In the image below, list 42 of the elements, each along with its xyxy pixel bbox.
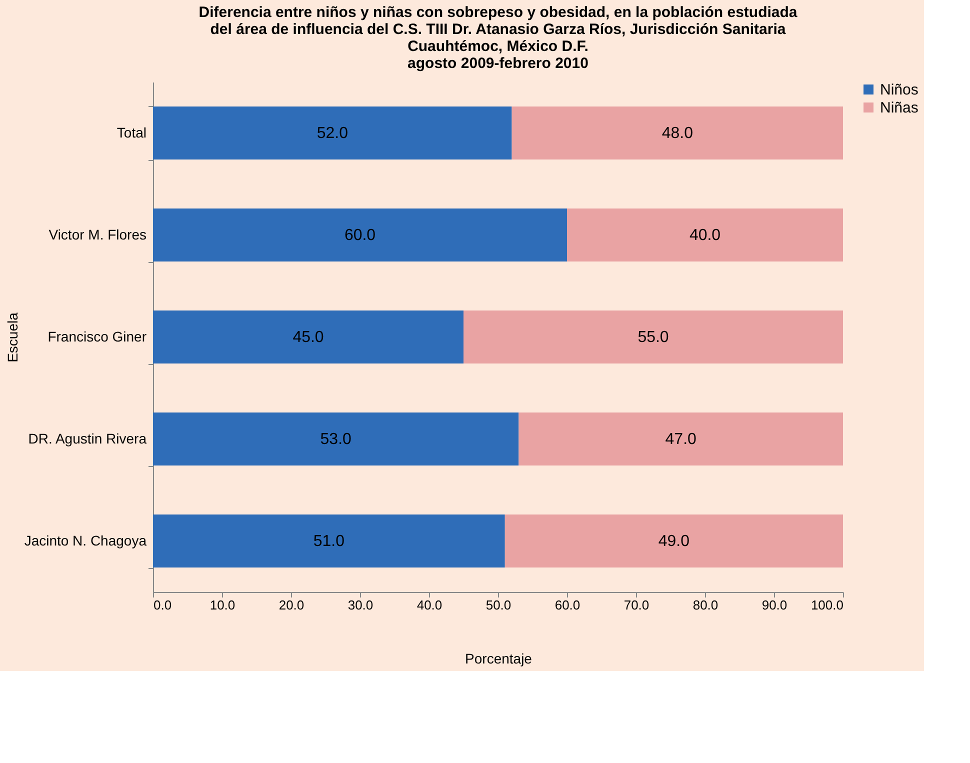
x-tick-label: 20.0: [278, 598, 304, 612]
x-tick-label: 0.0: [154, 598, 172, 612]
x-tick-label: 80.0: [692, 598, 718, 612]
x-tick-label: 90.0: [762, 598, 788, 612]
legend-label: Niños: [880, 82, 918, 98]
bar: [153, 208, 567, 262]
legend-label: Niñas: [880, 100, 918, 116]
bar: [153, 514, 505, 568]
y-tick-label: Francisco Giner: [48, 328, 147, 344]
bar: [153, 310, 464, 364]
y-tick-label: DR. Agustin Rivera: [28, 430, 147, 446]
data-label: 49.0: [658, 533, 690, 550]
x-tick-label: 50.0: [486, 598, 512, 612]
bar: [504, 514, 843, 568]
x-tick-label: 30.0: [348, 598, 374, 612]
data-label: 40.0: [689, 227, 721, 244]
chart-title: Diferencia entre niños y niñas con sobrepeso y obesidad, en la población estudiada del área de influencia del C.S. TIII Dr. Atanasio Garza Ríos, Jurisdicción Sanitaria Cuauhtémoc, México D.F.: [198, 4, 798, 55]
y-axis-title: Escuela: [4, 312, 20, 362]
bar: [464, 310, 843, 364]
bar: [153, 412, 519, 466]
data-label: 45.0: [292, 329, 324, 346]
x-tick-label: 10.0: [210, 598, 236, 612]
data-label: 51.0: [313, 533, 345, 550]
y-tick-label: Total: [116, 124, 146, 140]
x-tick-label: 60.0: [554, 598, 580, 612]
y-tick-label: Victor M. Flores: [48, 226, 146, 242]
data-label: 60.0: [344, 227, 376, 244]
x-axis-title: Porcentaje: [465, 650, 532, 666]
bar: [153, 106, 512, 160]
y-tick-label: Jacinto N. Chagoya: [24, 532, 147, 548]
data-label: 48.0: [662, 125, 694, 142]
x-tick-label: 70.0: [624, 598, 650, 612]
data-label: 47.0: [665, 431, 697, 448]
x-tick-label: 100.0: [810, 598, 844, 612]
data-label: 55.0: [638, 329, 669, 346]
bar: [518, 412, 843, 466]
chart-subtitle: agosto 2009-febrero 2010: [408, 55, 588, 72]
bar: [512, 106, 843, 160]
x-tick-label: 40.0: [416, 598, 442, 612]
bar: [567, 208, 843, 262]
data-label: 53.0: [320, 431, 352, 448]
data-label: 52.0: [316, 125, 348, 142]
